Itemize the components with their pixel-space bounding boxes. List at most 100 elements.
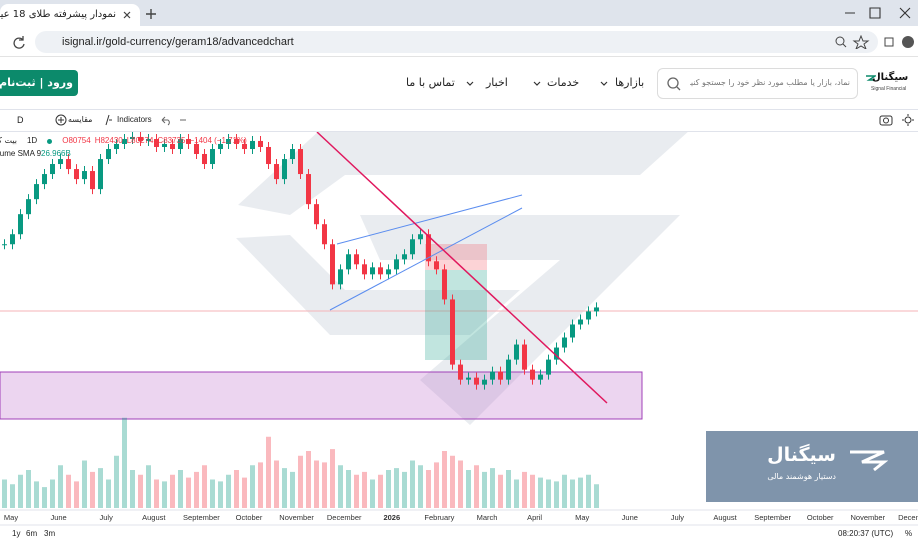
time-axis-label: August (142, 513, 166, 522)
interval-button[interactable]: D (17, 115, 24, 125)
tab[interactable]: نمودار پیشرفته طلای 18 عیار (0, 4, 140, 26)
toolbar-right-icons[interactable] (879, 114, 915, 126)
volume-bar (474, 465, 479, 508)
volume-bar (290, 471, 295, 508)
volume-bar (514, 479, 519, 508)
volume-bar (426, 470, 431, 508)
volume-bar (130, 470, 135, 508)
volume-bar (34, 481, 39, 508)
candle-body (482, 379, 487, 385)
candle-body (354, 254, 359, 265)
logo-icon (866, 75, 876, 81)
candle-body (258, 140, 263, 147)
indicators-button[interactable]: Indicators (117, 115, 152, 124)
volume-bar (450, 455, 455, 508)
indicators-icon[interactable] (104, 114, 114, 126)
range-button[interactable]: 6m (26, 529, 38, 538)
candle-body (114, 143, 119, 150)
time-axis-label: July (671, 513, 685, 522)
volume-study: lume SMA 9 (0, 149, 42, 158)
candle-body (66, 159, 71, 170)
nav-item[interactable]: تماس با ما (406, 76, 455, 89)
legend-symbol: بیت کو (0, 136, 17, 145)
volume-bar (98, 468, 103, 508)
search-icon[interactable] (666, 76, 682, 92)
time-axis: May June July August September October Novembe… (4, 513, 918, 522)
candle-body (282, 159, 287, 180)
candle-body (290, 149, 295, 160)
candle-body (458, 364, 463, 380)
range-button[interactable]: 3m (44, 529, 56, 538)
badge-title: سیگنال (767, 444, 836, 466)
candle-body (10, 234, 15, 245)
logo-subtext: Signal Financial (871, 86, 907, 92)
volume-bar (322, 462, 327, 508)
candle-body (218, 143, 223, 150)
url[interactable]: isignal.ir/gold-currency/geram18/advance… (62, 36, 294, 48)
support-zone (0, 371, 643, 420)
volume-bar (458, 460, 463, 508)
volume-bar (258, 462, 263, 508)
volume-bar (146, 465, 151, 508)
time-axis-label: September (754, 513, 791, 522)
reload-button[interactable] (12, 35, 26, 49)
volume-bar (210, 479, 215, 508)
nav-item[interactable]: اخبار (486, 76, 508, 89)
window-controls[interactable] (840, 6, 915, 20)
volume-bar (330, 449, 335, 508)
nav-item[interactable]: خدمات (547, 76, 580, 89)
compare-button[interactable]: مقایسه (68, 115, 93, 124)
volume-bar (570, 479, 575, 508)
candle-body (234, 138, 239, 144)
volume-bar (362, 471, 367, 508)
volume-bar (178, 470, 183, 508)
candle-body (570, 324, 575, 338)
candle-body (298, 149, 303, 175)
candle-body (362, 264, 367, 275)
search-box[interactable] (657, 68, 858, 99)
percent-toggle[interactable]: % (905, 529, 913, 538)
candle-body (170, 143, 175, 150)
volume-bar (594, 484, 599, 508)
legend-close: C83735 (157, 136, 186, 145)
volume-bar (138, 474, 143, 508)
volume-bar (162, 481, 167, 508)
volume-bar (106, 479, 111, 508)
volume-bar (218, 481, 223, 508)
volume-bar (434, 462, 439, 508)
time-axis-label: August (713, 513, 737, 522)
undo-redo[interactable] (159, 114, 189, 126)
badge-subtitle: دستیار هوشمند مالی (767, 472, 836, 481)
legend-change: −1404 (−1.71%) (189, 136, 247, 145)
volume-bar (186, 477, 191, 508)
candle-body (562, 337, 567, 348)
candle-body (538, 374, 543, 380)
new-tab[interactable] (145, 8, 157, 20)
candle-body (338, 269, 343, 285)
volume-bar (490, 468, 495, 508)
browser-icons[interactable] (835, 35, 915, 49)
login-button[interactable] (0, 70, 78, 96)
candle-body (82, 171, 87, 180)
url-field[interactable] (35, 31, 878, 53)
time-axis-label: May (575, 513, 589, 522)
candle-body (386, 269, 391, 275)
candle-body (210, 149, 215, 165)
volume-bar (274, 460, 279, 508)
volume-bar (26, 470, 31, 508)
volume-bar (482, 471, 487, 508)
compare-icon[interactable] (55, 114, 67, 126)
nav-item[interactable]: بازارها (615, 76, 645, 89)
search-placeholder[interactable]: نماد، بازار یا مطلب مورد نظر خود را جستج… (690, 78, 850, 87)
range-button[interactable]: 1y (12, 529, 21, 538)
tab-close[interactable] (122, 10, 132, 20)
login-label[interactable]: ورود | ثبت‌نام (0, 76, 73, 89)
candle-body (146, 138, 151, 141)
candle-body (594, 307, 599, 312)
volume-bar (378, 474, 383, 508)
time-axis-label: October (236, 513, 263, 522)
volume-bar (42, 487, 47, 508)
candle-body (74, 169, 79, 180)
volume-bar (578, 477, 583, 508)
